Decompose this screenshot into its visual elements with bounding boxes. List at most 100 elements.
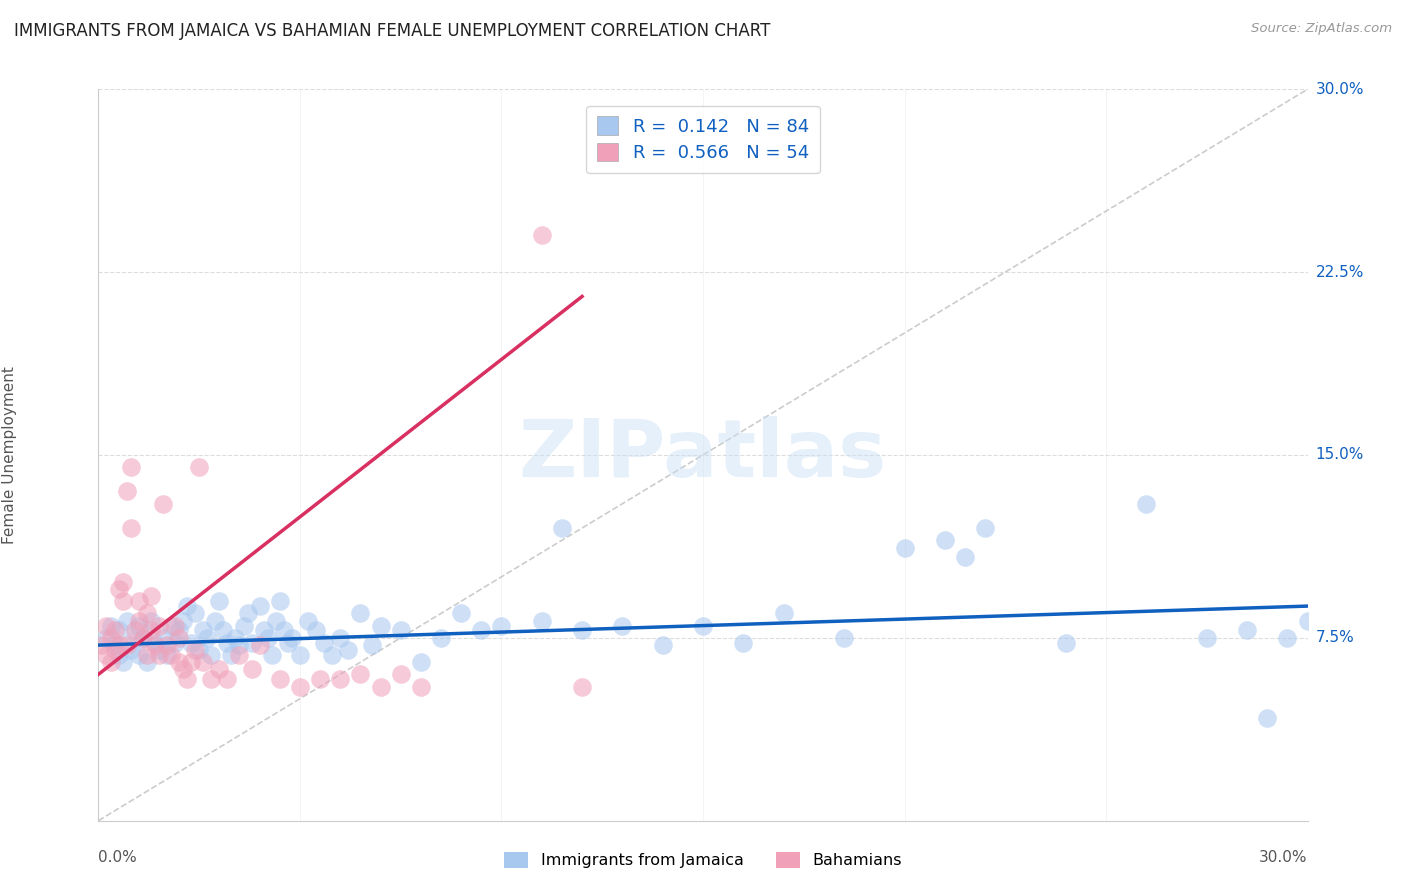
Point <box>172 663 194 677</box>
Point <box>370 618 392 632</box>
Point <box>120 460 142 475</box>
Point <box>124 631 146 645</box>
Point <box>128 618 150 632</box>
Point <box>143 638 166 652</box>
Point <box>1256 711 1278 725</box>
Point <box>733 635 755 649</box>
Point <box>370 680 392 694</box>
Point <box>193 624 215 638</box>
Point <box>974 521 997 535</box>
Legend: Immigrants from Jamaica, Bahamians: Immigrants from Jamaica, Bahamians <box>498 846 908 875</box>
Text: 15.0%: 15.0% <box>1316 448 1364 462</box>
Point <box>224 631 246 645</box>
Point <box>651 638 673 652</box>
Text: 30.0%: 30.0% <box>1260 850 1308 865</box>
Point <box>217 672 239 686</box>
Point <box>389 624 412 638</box>
Point <box>571 624 593 638</box>
Point <box>167 655 190 669</box>
Point <box>228 638 250 652</box>
Point <box>128 594 150 608</box>
Point <box>120 521 142 535</box>
Point <box>288 648 311 662</box>
Point <box>107 648 129 662</box>
Point <box>139 614 162 628</box>
Point <box>132 631 155 645</box>
Point <box>135 607 157 621</box>
Point <box>228 648 250 662</box>
Point <box>409 680 432 694</box>
Point <box>200 648 222 662</box>
Point <box>530 228 553 243</box>
Point <box>430 631 453 645</box>
Point <box>176 672 198 686</box>
Point <box>281 631 304 645</box>
Point <box>269 594 291 608</box>
Point <box>772 607 794 621</box>
Point <box>139 590 162 604</box>
Point <box>111 655 134 669</box>
Point <box>135 655 157 669</box>
Point <box>221 648 243 662</box>
Point <box>329 631 352 645</box>
Point <box>115 484 138 499</box>
Point <box>128 648 150 662</box>
Point <box>124 624 146 638</box>
Point <box>100 655 122 669</box>
Point <box>139 624 162 638</box>
Point <box>832 631 855 645</box>
Point <box>152 497 174 511</box>
Point <box>103 643 125 657</box>
Point <box>409 655 432 669</box>
Point <box>188 643 211 657</box>
Point <box>160 648 183 662</box>
Point <box>176 599 198 613</box>
Point <box>212 624 235 638</box>
Point <box>491 618 513 632</box>
Point <box>111 594 134 608</box>
Point <box>107 624 129 638</box>
Point <box>143 635 166 649</box>
Point <box>217 635 239 649</box>
Point <box>91 638 114 652</box>
Text: 22.5%: 22.5% <box>1316 265 1364 279</box>
Point <box>1135 497 1157 511</box>
Point <box>172 614 194 628</box>
Point <box>132 631 155 645</box>
Point <box>111 574 134 589</box>
Point <box>249 638 271 652</box>
Point <box>100 618 122 632</box>
Point <box>128 614 150 628</box>
Point <box>530 614 553 628</box>
Point <box>1195 631 1218 645</box>
Point <box>135 648 157 662</box>
Point <box>167 631 190 645</box>
Point <box>148 643 170 657</box>
Point <box>1277 631 1299 645</box>
Point <box>314 635 336 649</box>
Point <box>349 667 371 681</box>
Point <box>96 618 118 632</box>
Point <box>612 618 634 632</box>
Point <box>148 648 170 662</box>
Point <box>1054 635 1077 649</box>
Point <box>288 680 311 694</box>
Point <box>321 648 343 662</box>
Point <box>148 618 170 632</box>
Point <box>180 635 202 649</box>
Text: Female Unemployment: Female Unemployment <box>3 366 17 544</box>
Point <box>160 618 183 632</box>
Point <box>232 618 254 632</box>
Point <box>200 672 222 686</box>
Text: 30.0%: 30.0% <box>1316 82 1364 96</box>
Point <box>163 618 186 632</box>
Point <box>893 541 915 555</box>
Point <box>115 638 138 652</box>
Point <box>107 638 129 652</box>
Point <box>156 648 179 662</box>
Point <box>692 618 714 632</box>
Point <box>107 582 129 596</box>
Point <box>184 643 207 657</box>
Point <box>188 460 211 475</box>
Point <box>208 594 231 608</box>
